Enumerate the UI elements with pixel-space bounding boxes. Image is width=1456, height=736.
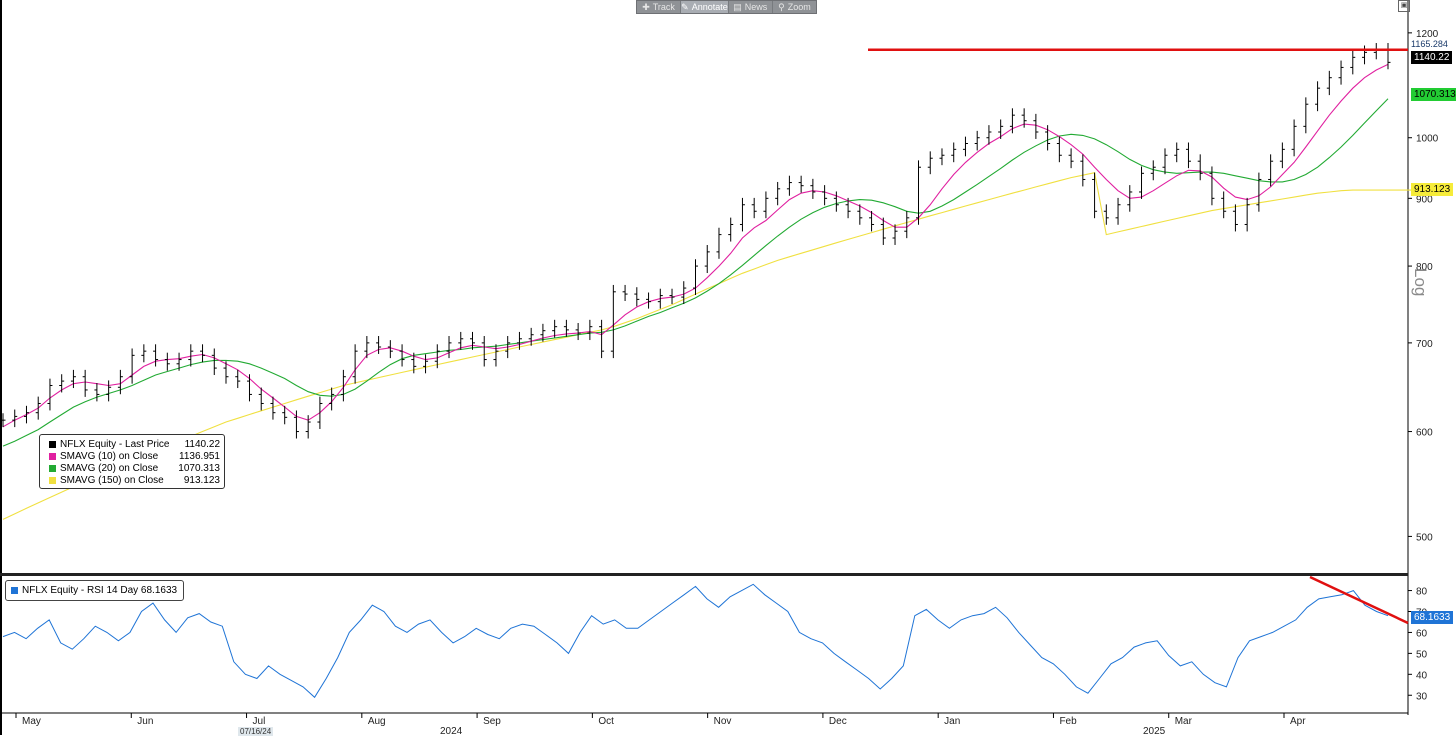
zoom-icon: ⚲: [778, 1, 785, 12]
sma20-tag: 1070.313: [1411, 88, 1456, 101]
legend-value-sma150: 913.123: [183, 474, 220, 486]
legend-row-price: NFLX Equity - Last Price 1140.22: [44, 438, 220, 450]
price-ytick-label: 1200: [1416, 29, 1439, 40]
price-ytick-label: 1000: [1416, 134, 1439, 145]
price-ytick-label: 600: [1416, 428, 1433, 439]
month-label: Sep: [483, 716, 501, 727]
month-label: Apr: [1290, 716, 1306, 727]
plus-icon: ✚: [642, 1, 650, 12]
price-ytick-label: 500: [1416, 532, 1433, 543]
legend-name-price: NFLX Equity - Last Price: [60, 438, 170, 450]
annotate-button[interactable]: ✎ Annotate: [681, 1, 729, 13]
month-label: Jul: [253, 716, 266, 727]
rsi-ytick-label: 60: [1416, 628, 1428, 639]
legend-name-sma10: SMAVG (10) on Close: [60, 450, 159, 462]
high-price-tag: 1165.284: [1409, 39, 1450, 50]
annotate-label: Annotate: [691, 2, 728, 12]
month-label: Mar: [1175, 716, 1193, 727]
price-ytick-label: 900: [1416, 194, 1433, 205]
zoom-button[interactable]: ⚲ Zoom: [773, 1, 816, 13]
legend-name-sma20: SMAVG (20) on Close: [60, 462, 159, 474]
rsi-ytick-label: 30: [1416, 691, 1428, 702]
price-ytick-label: 700: [1416, 339, 1433, 350]
last-price-tag: 1140.22: [1411, 51, 1453, 64]
pane-divider: [0, 573, 1408, 576]
legend-value-sma10: 1136.951: [179, 450, 220, 462]
rsi-divergence-line: [1309, 575, 1409, 625]
track-label: Track: [652, 2, 675, 12]
month-label: May: [22, 716, 41, 727]
legend-value-price: 1140.22: [184, 438, 220, 450]
news-label: News: [744, 2, 768, 12]
rsi-ytick-label: 40: [1416, 670, 1428, 681]
track-button[interactable]: ✚ Track: [637, 1, 682, 13]
legend-swatch-price: [49, 440, 56, 448]
price-bars: [0, 43, 1391, 439]
month-label: Jun: [137, 716, 153, 727]
series-line-smavg-150-: [2, 172, 1412, 520]
rsi-legend-label: NFLX Equity - RSI 14 Day 68.1633: [22, 585, 178, 596]
scale-label: Log: [1411, 268, 1430, 297]
month-label: Dec: [829, 716, 847, 727]
rsi-line: [2, 583, 1389, 699]
legend-swatch-sma150: [49, 476, 56, 484]
rsi-ytick-label: 50: [1416, 649, 1428, 660]
legend-swatch-sma20: [49, 464, 56, 472]
rsi-legend-swatch: [11, 587, 18, 594]
month-label: Oct: [598, 716, 614, 727]
legend-row-sma20: SMAVG (20) on Close 1070.313: [44, 462, 220, 474]
rsi-value-tag: 68.1633: [1411, 611, 1454, 624]
series-line-smavg-20-: [2, 98, 1389, 447]
month-label: Jan: [944, 716, 960, 727]
month-label: Aug: [368, 716, 386, 727]
legend-value-sma20: 1070.313: [178, 462, 220, 474]
legend-row-sma150: SMAVG (150) on Close 913.123: [44, 474, 220, 486]
legend-row-sma10: SMAVG (10) on Close 1136.951: [44, 450, 220, 462]
legend-name-sma150: SMAVG (150) on Close: [60, 474, 164, 486]
year-label: 2025: [1143, 726, 1166, 735]
chart-options-icon[interactable]: ▣: [1398, 0, 1410, 12]
price-legend[interactable]: NFLX Equity - Last Price 1140.22 SMAVG (…: [39, 434, 225, 489]
news-icon: ▤: [733, 1, 742, 12]
price-ytick-label: 800: [1416, 262, 1433, 273]
legend-swatch-sma10: [49, 452, 56, 460]
rsi-ytick-label: 80: [1416, 587, 1428, 598]
rsi-legend[interactable]: NFLX Equity - RSI 14 Day 68.1633: [5, 580, 184, 601]
pencil-icon: ✎: [681, 1, 689, 12]
month-label: Feb: [1059, 716, 1077, 727]
news-button[interactable]: ▤ News: [729, 1, 773, 13]
chart-toolbar: ✚ Track ✎ Annotate ▤ News ⚲ Zoom: [636, 0, 817, 14]
sma150-tag: 913.123: [1411, 183, 1454, 196]
month-label: Nov: [714, 716, 732, 727]
year-label: 2024: [440, 726, 463, 735]
zoom-label: Zoom: [787, 2, 811, 12]
crosshair-date-marker: 07/16/24: [238, 727, 274, 736]
